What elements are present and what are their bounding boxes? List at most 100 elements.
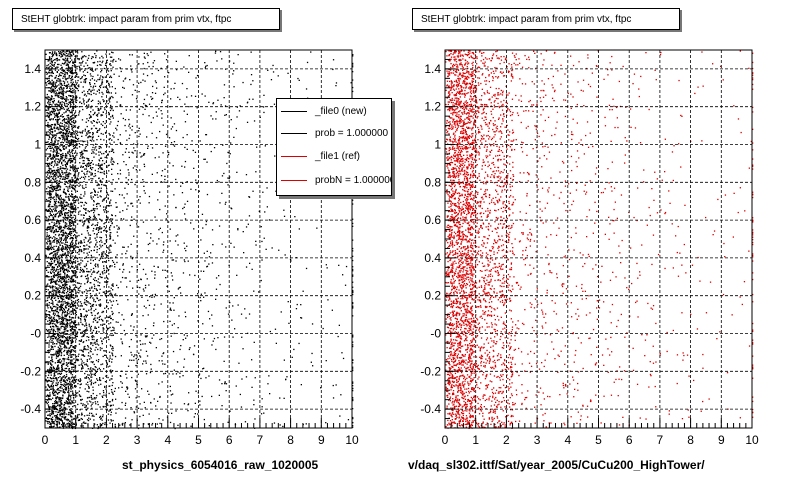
scatter-point <box>52 410 54 412</box>
scatter-point <box>87 301 89 303</box>
scatter-point <box>90 282 92 284</box>
scatter-point <box>85 376 88 378</box>
scatter-point <box>67 107 70 109</box>
scatter-point <box>352 382 354 384</box>
scatter-point <box>72 291 74 293</box>
scatter-point <box>109 75 112 77</box>
scatter-point <box>146 53 148 55</box>
scatter-point <box>76 88 79 90</box>
scatter-point <box>72 340 74 342</box>
scatter-point <box>236 116 238 118</box>
scatter-point <box>111 378 113 380</box>
scatter-point <box>119 169 121 171</box>
scatter-point <box>65 254 67 256</box>
scatter-point <box>50 97 52 99</box>
scatter-point <box>179 348 181 351</box>
scatter-point <box>73 405 75 407</box>
scatter-point <box>106 363 108 365</box>
scatter-point <box>105 281 107 283</box>
scatter-point <box>107 269 109 272</box>
scatter-point <box>66 233 68 235</box>
scatter-point <box>77 298 80 301</box>
scatter-point <box>47 131 49 133</box>
scatter-point <box>69 101 71 103</box>
scatter-point <box>58 105 60 108</box>
scatter-point <box>73 330 75 332</box>
scatter-point <box>76 51 78 53</box>
scatter-point <box>74 199 76 202</box>
scatter-point <box>166 133 169 135</box>
scatter-point <box>99 218 101 220</box>
scatter-point <box>70 119 72 121</box>
scatter-point <box>62 277 64 279</box>
scatter-point <box>352 425 354 427</box>
scatter-point <box>135 397 137 399</box>
scatter-point <box>70 415 72 417</box>
chart-title-left: StEHT globtrk: impact param from prim vt… <box>12 8 280 30</box>
scatter-point <box>76 246 79 248</box>
scatter-point <box>65 137 67 139</box>
scatter-point <box>86 166 88 168</box>
scatter-point <box>103 211 106 213</box>
scatter-point <box>92 353 94 355</box>
scatter-point <box>68 392 70 394</box>
scatter-point <box>55 405 57 408</box>
scatter-point <box>89 350 91 352</box>
scatter-point <box>68 411 70 414</box>
scatter-point <box>267 69 269 71</box>
scatter-point <box>138 352 140 354</box>
scatter-point <box>183 259 185 261</box>
scatter-point <box>289 258 292 260</box>
scatter-point <box>86 336 88 338</box>
scatter-point <box>222 144 224 146</box>
scatter-point <box>80 241 82 243</box>
scatter-point <box>88 106 90 108</box>
scatter-point <box>61 341 63 343</box>
scatter-point <box>57 146 59 148</box>
scatter-point <box>58 318 60 320</box>
scatter-point <box>345 265 348 268</box>
scatter-point <box>105 337 107 339</box>
scatter-point <box>84 147 86 149</box>
scatter-point <box>61 248 63 251</box>
scatter-point <box>83 346 85 348</box>
scatter-point <box>73 331 75 333</box>
scatter-point <box>157 199 159 201</box>
scatter-point <box>63 423 65 425</box>
scatter-point <box>59 125 61 127</box>
scatter-point <box>124 124 126 127</box>
scatter-point <box>59 86 61 89</box>
scatter-point <box>55 214 57 216</box>
scatter-point <box>74 366 76 368</box>
scatter-point <box>95 243 97 245</box>
scatter-point <box>66 118 68 120</box>
scatter-point <box>60 372 63 374</box>
scatter-point <box>234 328 236 330</box>
scatter-point <box>86 252 88 254</box>
scatter-point <box>146 355 149 357</box>
scatter-point <box>61 93 64 95</box>
scatter-point <box>98 109 100 112</box>
scatter-point <box>232 336 234 338</box>
scatter-point <box>64 105 67 107</box>
scatter-point <box>200 300 202 302</box>
scatter-point <box>83 334 86 336</box>
scatter-point <box>130 407 132 409</box>
scatter-point <box>203 296 205 298</box>
scatter-point <box>109 86 111 88</box>
scatter-point <box>75 137 77 140</box>
scatter-point <box>74 325 76 327</box>
scatter-point <box>95 346 97 349</box>
scatter-point <box>106 59 108 61</box>
scatter-point <box>47 256 49 258</box>
scatter-point <box>58 227 60 229</box>
scatter-point <box>50 74 52 77</box>
scatter-point <box>55 369 57 371</box>
scatter-point <box>56 340 58 342</box>
scatter-point <box>52 151 55 153</box>
scatter-point <box>51 112 54 114</box>
scatter-point <box>352 255 354 257</box>
scatter-point <box>112 135 114 137</box>
scatter-point <box>137 279 140 281</box>
scatter-point <box>86 230 89 232</box>
